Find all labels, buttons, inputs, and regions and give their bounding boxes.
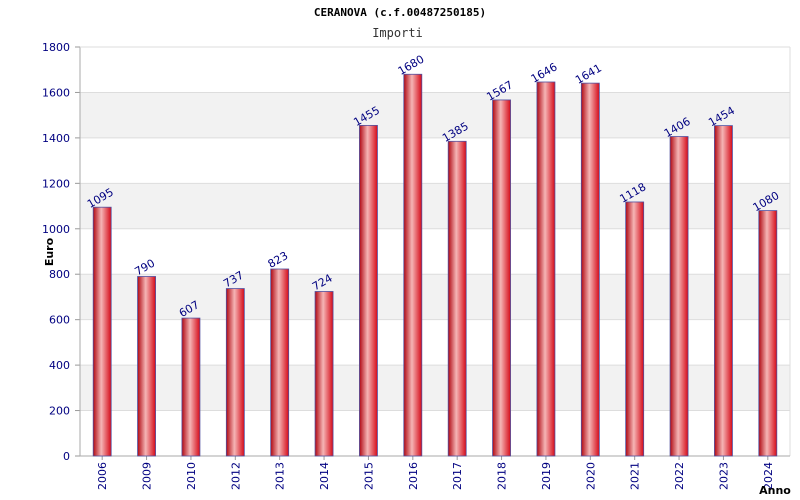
x-tick-label: 2006 (96, 462, 109, 490)
y-tick-label: 1400 (42, 132, 70, 145)
bar (270, 268, 290, 457)
y-tick-label: 1000 (42, 223, 70, 236)
bar (625, 201, 645, 457)
x-tick-label: 2013 (274, 462, 287, 490)
x-tick-label: 2015 (362, 462, 375, 490)
chart-title: CERANOVA (c.f.00487250185) (313, 6, 487, 19)
x-tick-label: 2010 (185, 462, 198, 490)
bar (758, 210, 778, 457)
bar (314, 291, 334, 457)
y-tick-labels: 0 200 400 600 800 1000 1200 1400 1600 1800 (42, 41, 70, 463)
bar (536, 81, 556, 457)
bar (447, 140, 467, 457)
x-tick-label: 2022 (673, 462, 686, 490)
bar (359, 124, 378, 457)
x-tick-label: 2017 (451, 462, 464, 490)
bar (580, 82, 600, 457)
bar (181, 317, 201, 457)
y-tick-label: 600 (49, 314, 70, 327)
x-tick-label: 2024 (762, 462, 775, 490)
x-tick-label: 2020 (584, 462, 597, 490)
bar (137, 276, 156, 457)
y-tick-label: 1200 (42, 177, 70, 190)
bars (92, 73, 778, 457)
bar (492, 99, 511, 457)
x-tick-label: 2009 (141, 462, 154, 490)
bar (714, 125, 733, 457)
x-tick-label: 2021 (629, 462, 642, 490)
bar (669, 136, 689, 457)
bar (92, 206, 112, 457)
y-tick-label: 0 (63, 450, 70, 463)
x-tick-label: 2014 (318, 462, 331, 490)
x-axis-label: Anno (759, 484, 791, 497)
y-axis-label: Euro (43, 237, 56, 266)
y-tick-label: 400 (49, 359, 70, 372)
chart-subtitle: Importi (372, 26, 423, 40)
value-label: 823 (266, 249, 291, 271)
x-tick-label: 2016 (407, 462, 420, 490)
x-tick-label: 2018 (496, 462, 509, 490)
x-tick-labels: 2006 2009 2010 2012 2013 2014 2015 2016 2017 2018… (96, 462, 775, 490)
y-tick-label: 1800 (42, 41, 70, 54)
x-tick-label: 2023 (717, 462, 730, 490)
y-tick-label: 1600 (42, 86, 70, 99)
bar (225, 288, 245, 457)
x-tick-label: 2012 (229, 462, 242, 490)
background-band (80, 92, 790, 138)
y-tick-label: 800 (49, 268, 70, 281)
x-tick-label: 2019 (540, 462, 553, 490)
y-tick-label: 200 (49, 405, 70, 418)
bar (403, 73, 423, 457)
